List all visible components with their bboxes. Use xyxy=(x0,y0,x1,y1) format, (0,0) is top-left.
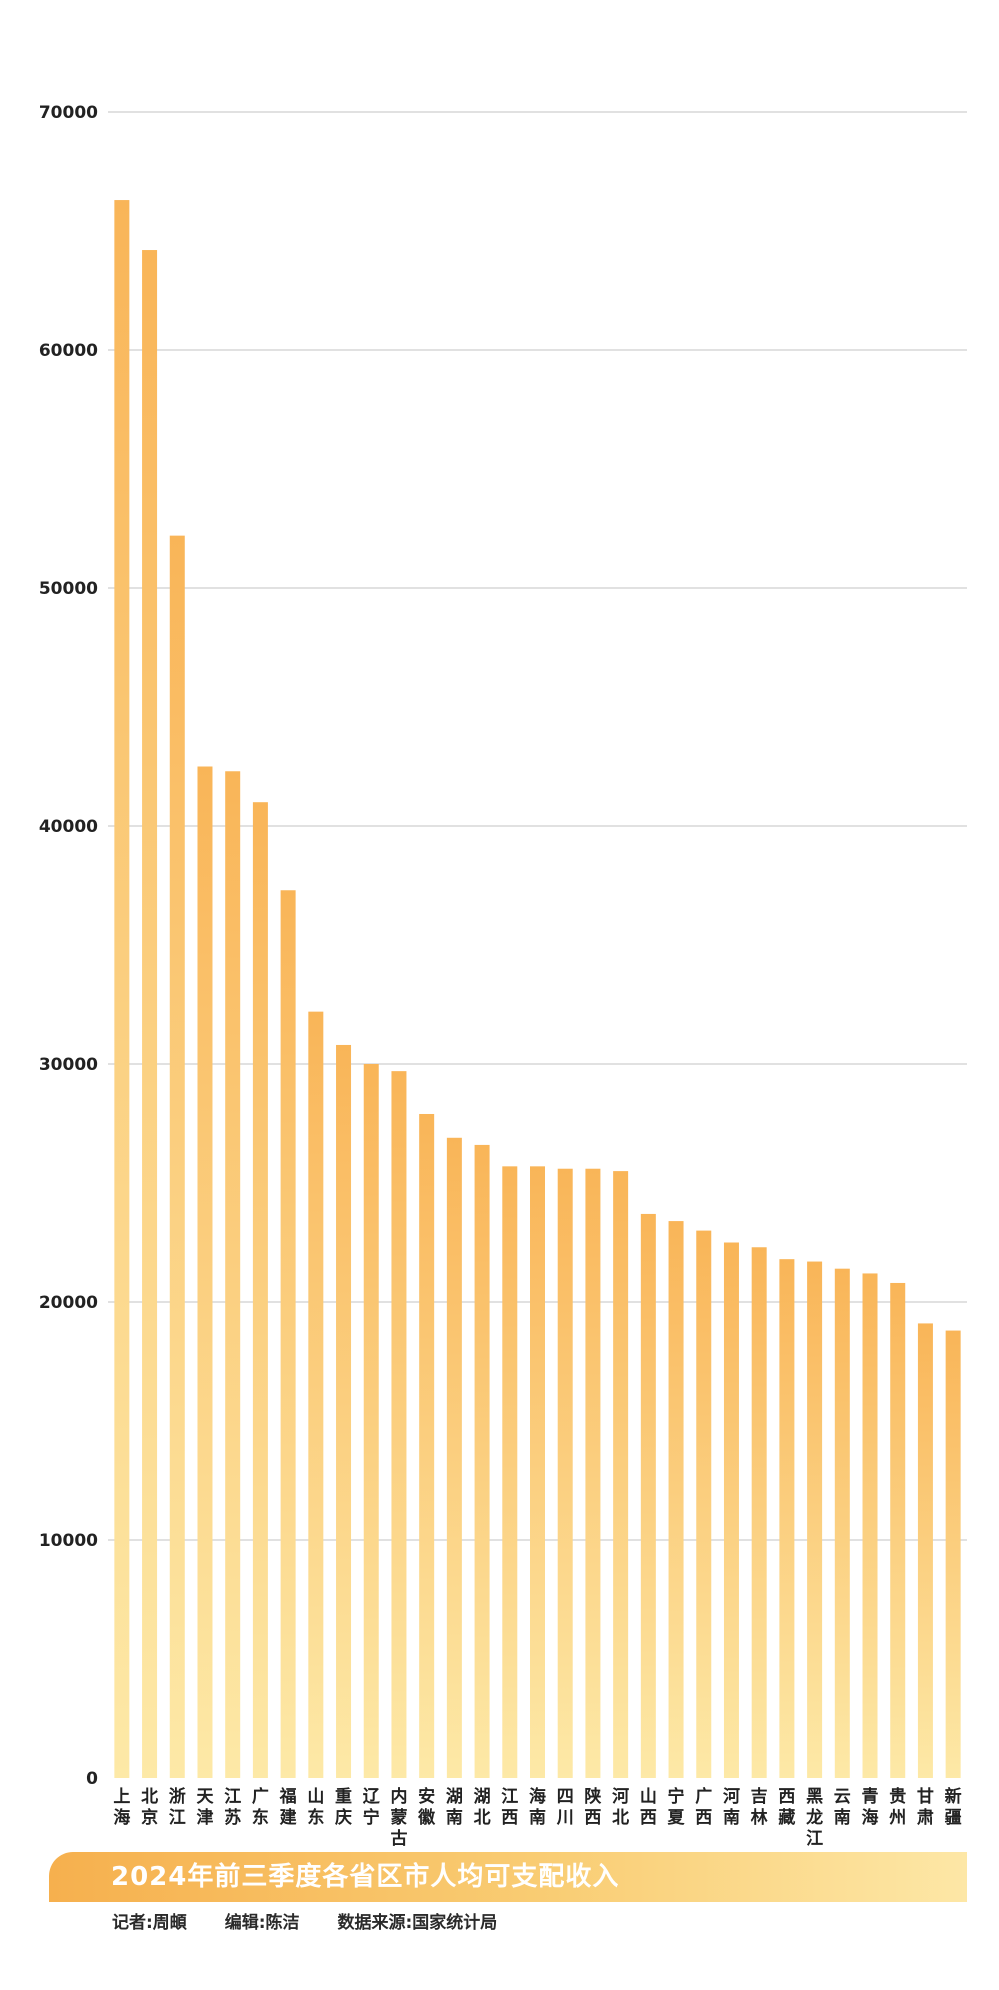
x-tick-label: 宁夏 xyxy=(668,1786,686,1828)
y-tick-label: 70000 xyxy=(39,103,98,123)
bar-四川 xyxy=(557,1168,573,1778)
bar-甘肃 xyxy=(917,1323,933,1778)
bar-安徽 xyxy=(419,1113,435,1778)
bar-山西 xyxy=(640,1213,656,1778)
x-tick-label: 甘肃 xyxy=(917,1786,934,1828)
bar-河北 xyxy=(613,1171,629,1778)
bar-河南 xyxy=(723,1242,739,1778)
bars xyxy=(114,200,961,1778)
gridlines xyxy=(108,111,967,1541)
bar-内蒙古 xyxy=(391,1071,407,1778)
x-tick-label: 广西 xyxy=(695,1786,712,1828)
y-tick-label: 30000 xyxy=(39,1055,98,1075)
x-axis-labels: 上海北京浙江天津江苏广东福建山东重庆辽宁内蒙古安徽湖南湖北江西海南四川陕西河北山… xyxy=(113,1786,961,1849)
y-tick-label: 0 xyxy=(86,1769,98,1789)
chart-title: 2024年前三季度各省区市人均可支配收入 xyxy=(111,1862,620,1892)
y-tick-label: 40000 xyxy=(39,817,98,837)
bar-云南 xyxy=(834,1268,850,1778)
source-credit: 数据来源:国家统计局 xyxy=(337,1913,498,1933)
y-axis-ticks: 0 10000 20000 30000 40000 50000 60000 70000 xyxy=(39,103,98,1789)
x-tick-label: 内蒙古 xyxy=(390,1786,407,1849)
bar-陕西 xyxy=(585,1168,601,1778)
x-tick-label: 新疆 xyxy=(945,1786,962,1828)
bar-福建 xyxy=(280,890,296,1778)
bar-浙江 xyxy=(169,535,185,1778)
bar-广东 xyxy=(252,802,268,1778)
x-tick-label: 北京 xyxy=(141,1787,158,1828)
x-tick-label: 山东 xyxy=(307,1787,324,1828)
bar-辽宁 xyxy=(363,1064,379,1778)
bar-青海 xyxy=(862,1273,878,1778)
bar-宁夏 xyxy=(668,1221,684,1778)
x-tick-label: 山西 xyxy=(640,1787,657,1828)
x-tick-label: 四川 xyxy=(556,1787,574,1828)
x-tick-label: 云南 xyxy=(834,1787,851,1828)
x-tick-label: 黑龙江 xyxy=(805,1787,823,1849)
x-tick-label: 河北 xyxy=(612,1787,629,1828)
editor-credit: 编辑:陈洁 xyxy=(224,1913,300,1933)
x-tick-label: 贵州 xyxy=(888,1786,906,1828)
x-tick-label: 天津 xyxy=(196,1787,214,1828)
bar-上海 xyxy=(114,200,130,1778)
bar-广西 xyxy=(696,1230,712,1778)
bar-湖南 xyxy=(446,1137,462,1778)
bar-西藏 xyxy=(779,1259,795,1778)
x-tick-label: 江苏 xyxy=(224,1787,241,1828)
bar-江西 xyxy=(502,1166,518,1778)
bar-贵州 xyxy=(890,1282,906,1778)
x-tick-label: 江西 xyxy=(501,1787,518,1828)
bar-海南 xyxy=(530,1166,545,1778)
x-tick-label: 广东 xyxy=(252,1786,269,1828)
x-tick-label: 湖北 xyxy=(474,1787,491,1828)
x-tick-label: 湖南 xyxy=(446,1787,463,1828)
title-banner: 2024年前三季度各省区市人均可支配收入 xyxy=(49,1852,967,1902)
x-tick-label: 吉林 xyxy=(751,1787,768,1828)
y-tick-label: 20000 xyxy=(39,1293,98,1313)
x-tick-label: 安徽 xyxy=(417,1786,436,1828)
bar-北京 xyxy=(142,250,158,1778)
x-tick-label: 重庆 xyxy=(335,1786,352,1828)
y-tick-label: 10000 xyxy=(39,1531,98,1551)
x-tick-label: 海南 xyxy=(529,1786,546,1828)
bar-天津 xyxy=(197,766,213,1778)
bar-新疆 xyxy=(945,1330,961,1778)
x-tick-label: 上海 xyxy=(113,1787,130,1828)
credits: 记者:周頔 编辑:陈洁 数据来源:国家统计局 xyxy=(112,1908,529,1933)
bar-山东 xyxy=(308,1011,324,1778)
bar-湖北 xyxy=(474,1144,490,1778)
reporter-credit: 记者:周頔 xyxy=(112,1913,187,1933)
x-tick-label: 青海 xyxy=(862,1786,879,1828)
x-tick-label: 西藏 xyxy=(778,1787,795,1828)
bar-黑龙江 xyxy=(807,1261,823,1778)
x-tick-label: 陕西 xyxy=(584,1786,601,1828)
bar-吉林 xyxy=(751,1247,767,1778)
y-tick-label: 60000 xyxy=(39,341,98,361)
x-tick-label: 辽宁 xyxy=(363,1787,381,1828)
x-tick-label: 福建 xyxy=(279,1786,297,1828)
x-tick-label: 河南 xyxy=(723,1787,740,1828)
bar-江苏 xyxy=(225,771,241,1778)
y-tick-label: 50000 xyxy=(39,579,98,599)
bar-重庆 xyxy=(336,1044,352,1778)
x-tick-label: 浙江 xyxy=(169,1786,186,1828)
